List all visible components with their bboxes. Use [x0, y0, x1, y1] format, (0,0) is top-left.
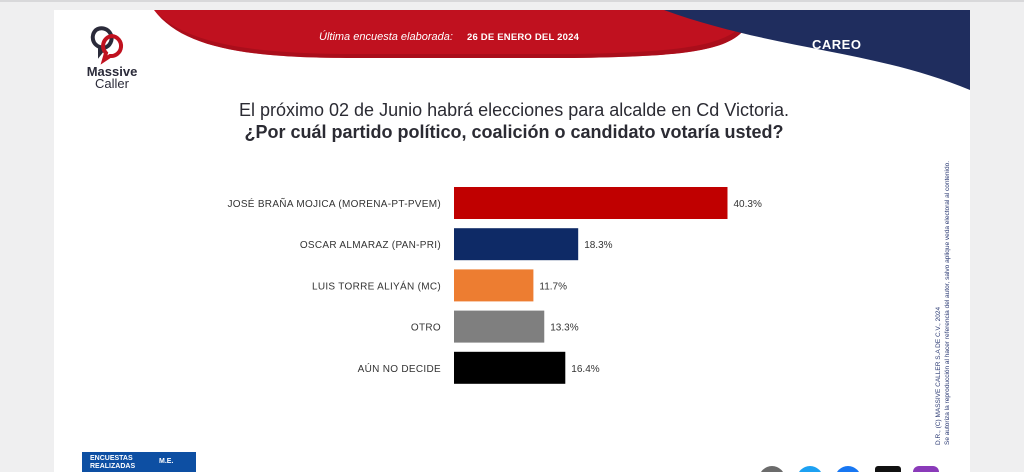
- bar: [454, 351, 566, 384]
- brand-line2: Caller: [95, 76, 129, 91]
- legal-copyright: D.R., (C) MASSIVE CALLER S.A DE C.V., 20…: [935, 306, 942, 445]
- bar: [454, 228, 579, 261]
- twitter-icon[interactable]: [797, 466, 823, 472]
- social-icon-1[interactable]: [759, 466, 785, 472]
- tiktok-icon[interactable]: [875, 466, 901, 472]
- survey-label: Última encuesta elaborada:: [319, 31, 453, 43]
- bar-category-label: OSCAR ALMARAZ (PAN-PRI): [300, 240, 441, 251]
- question-context: El próximo 02 de Junio habrá elecciones …: [239, 100, 789, 120]
- header-red-band: [154, 10, 754, 58]
- bar-category-label: JOSÉ BRAÑA MOJICA (MORENA-PT-PVEM): [227, 197, 441, 210]
- instagram-icon[interactable]: [913, 466, 939, 472]
- bar: [454, 187, 728, 219]
- vote-intention-chart: JOSÉ BRAÑA MOJICA (MORENA-PT-PVEM) 40.3% O…: [227, 187, 762, 384]
- bar-category-label: LUIS TORRE ALIYÁN (MC): [312, 279, 441, 292]
- chat-bubbles-icon: [90, 26, 123, 65]
- bar-value-label: 40.3%: [734, 199, 762, 210]
- bar: [454, 269, 534, 302]
- massive-caller-logo: Massive Caller: [82, 22, 142, 92]
- bar-category-label: OTRO: [411, 323, 441, 334]
- header-navy-band: [664, 10, 970, 90]
- bar-value-label: 11.7%: [539, 281, 567, 292]
- surveys-badge: ENCUESTAS REALIZADAS M.E.: [82, 452, 196, 472]
- survey-slide: Massive Caller Última encuesta elaborada…: [54, 10, 970, 472]
- facebook-icon[interactable]: [835, 466, 861, 472]
- bar-value-label: 18.3%: [584, 240, 612, 251]
- bar-category-label: AÚN NO DECIDE: [358, 362, 441, 375]
- surveys-badge-label: ENCUESTAS REALIZADAS: [90, 455, 136, 470]
- legal-reproduction: Se autoriza la reproducción al hacer ref…: [944, 160, 951, 445]
- brand-line1: Massive: [86, 64, 138, 79]
- question-block: El próximo 02 de Junio habrá elecciones …: [154, 99, 874, 143]
- question-text: ¿Por cuál partido político, coalición o …: [244, 122, 784, 142]
- bar: [454, 310, 545, 343]
- header-banner: [154, 10, 970, 90]
- bar-value-label: 16.4%: [571, 364, 599, 375]
- surveys-badge-value: M.E.: [159, 458, 174, 465]
- top-divider: [0, 0, 1024, 2]
- legal-notice: D.R., (C) MASSIVE CALLER S.A DE C.V., 20…: [919, 115, 951, 445]
- section-title: CAREO: [812, 37, 862, 52]
- bar-value-label: 13.3%: [550, 323, 578, 334]
- survey-date: 26 DE ENERO DEL 2024: [467, 32, 580, 43]
